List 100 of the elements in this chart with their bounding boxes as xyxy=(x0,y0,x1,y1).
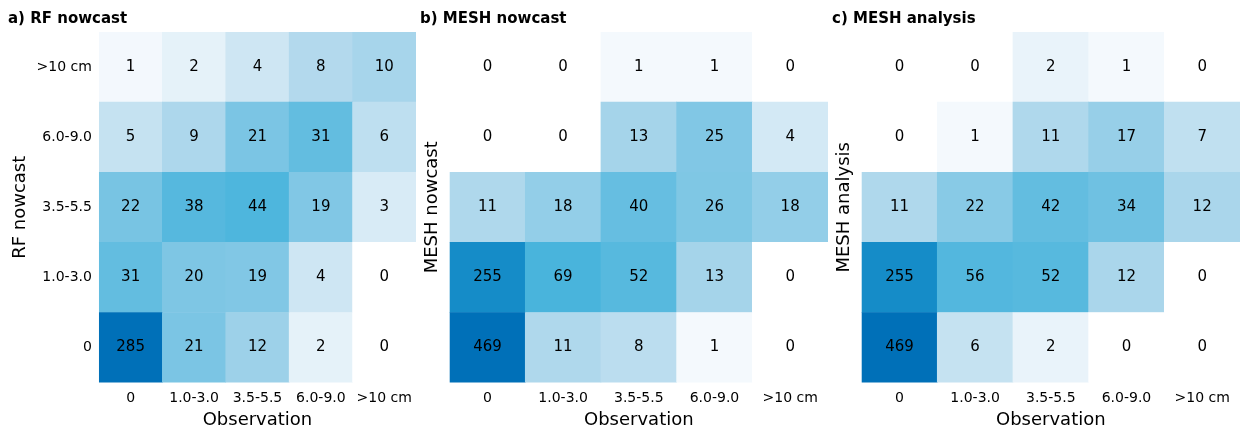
data-label: 38 xyxy=(184,197,204,216)
data-label: 11 xyxy=(889,197,909,216)
y-tick-label: 1.0-3.0 xyxy=(42,268,92,285)
data-label: 6 xyxy=(970,337,980,356)
data-label: 22 xyxy=(965,197,985,216)
data-label: 42 xyxy=(1041,197,1061,216)
data-label: 0 xyxy=(482,56,493,75)
data-label: 3 xyxy=(379,197,390,216)
x-axis-title: Observation xyxy=(996,407,1106,429)
y-tick-label: 3.5-5.5 xyxy=(42,197,92,214)
data-label: 56 xyxy=(965,267,985,286)
data-label: 0 xyxy=(1121,337,1132,356)
data-label: 0 xyxy=(970,56,980,75)
data-label: 1 xyxy=(709,337,720,356)
x-tick-label: 1.0-3.0 xyxy=(950,388,1000,405)
data-label: 2 xyxy=(1046,56,1056,75)
data-label: 1 xyxy=(1121,56,1132,75)
x-tick-label: >10 cm xyxy=(762,388,818,405)
data-label: 25 xyxy=(704,127,725,146)
data-label: 255 xyxy=(885,267,914,286)
data-label: 31 xyxy=(311,127,331,146)
data-label: 21 xyxy=(184,337,204,356)
chart-title: a) RF nowcast xyxy=(8,8,128,27)
data-label: 7 xyxy=(1197,127,1207,146)
data-label: 22 xyxy=(121,197,141,216)
data-label: 0 xyxy=(558,56,568,75)
data-label: 0 xyxy=(785,267,795,286)
data-label: 11 xyxy=(553,337,573,356)
data-label: 6 xyxy=(379,127,390,146)
chart-title: b) MESH nowcast xyxy=(420,8,567,27)
x-tick-label: 0 xyxy=(126,388,136,405)
x-tick-label: 0 xyxy=(482,388,492,405)
data-label: 5 xyxy=(125,127,136,146)
data-label: 11 xyxy=(477,197,497,216)
data-label: 12 xyxy=(247,337,268,356)
x-tick-label: >10 cm xyxy=(356,388,412,405)
data-label: 0 xyxy=(894,127,905,146)
x-axis-title: Observation xyxy=(584,407,694,429)
y-axis-title: MESH nowcast xyxy=(420,141,442,274)
data-label: 255 xyxy=(473,267,502,286)
data-label: 0 xyxy=(482,127,493,146)
data-label: 19 xyxy=(247,267,268,286)
data-label: 21 xyxy=(247,127,268,146)
data-label: 1 xyxy=(970,127,980,146)
data-label: 469 xyxy=(473,337,502,356)
data-label: 12 xyxy=(1116,267,1137,286)
data-label: 18 xyxy=(553,197,573,216)
data-label: 4 xyxy=(785,127,795,146)
data-label: 0 xyxy=(379,337,390,356)
data-label: 285 xyxy=(116,337,145,356)
data-label: 34 xyxy=(1116,197,1137,216)
data-label: 44 xyxy=(247,197,268,216)
data-label: 20 xyxy=(184,267,204,286)
data-label: 13 xyxy=(704,267,725,286)
x-tick-label: 1.0-3.0 xyxy=(538,388,588,405)
data-label: 52 xyxy=(629,267,649,286)
x-tick-label: 3.5-5.5 xyxy=(232,388,283,405)
x-tick-label: >10 cm xyxy=(1174,388,1230,405)
y-tick-label: 0 xyxy=(83,338,92,355)
x-axis-title: Observation xyxy=(202,407,313,429)
y-tick-label: >10 cm xyxy=(36,57,92,74)
y-axis-title: RF nowcast xyxy=(8,155,30,259)
data-label: 11 xyxy=(1041,127,1061,146)
data-label: 0 xyxy=(785,56,795,75)
data-label: 1 xyxy=(709,56,720,75)
data-label: 31 xyxy=(121,267,141,286)
data-label: 0 xyxy=(894,56,905,75)
data-label: 0 xyxy=(1197,56,1207,75)
data-label: 18 xyxy=(780,197,800,216)
data-label: 17 xyxy=(1116,127,1137,146)
x-tick-label: 1.0-3.0 xyxy=(169,388,219,405)
data-label: 8 xyxy=(316,56,326,75)
data-label: 0 xyxy=(1197,267,1207,286)
data-label: 52 xyxy=(1041,267,1061,286)
data-label: 19 xyxy=(311,197,331,216)
data-label: 10 xyxy=(374,56,394,75)
chart-title: c) MESH analysis xyxy=(832,8,976,27)
x-tick-label: 6.0-9.0 xyxy=(1101,388,1152,405)
data-label: 13 xyxy=(629,127,649,146)
data-label: 2 xyxy=(1046,337,1056,356)
data-label: 4 xyxy=(252,56,263,75)
x-tick-label: 3.5-5.5 xyxy=(1026,388,1076,405)
x-tick-label: 0 xyxy=(894,388,904,405)
data-label: 2 xyxy=(316,337,326,356)
data-label: 0 xyxy=(785,337,795,356)
data-label: 1 xyxy=(125,56,136,75)
data-label: 69 xyxy=(553,267,573,286)
data-label: 1 xyxy=(634,56,644,75)
data-label: 0 xyxy=(558,127,568,146)
data-label: 469 xyxy=(885,337,914,356)
y-tick-label: 6.0-9.0 xyxy=(42,127,92,144)
x-tick-label: 3.5-5.5 xyxy=(614,388,664,405)
x-tick-label: 6.0-9.0 xyxy=(689,388,740,405)
x-tick-label: 6.0-9.0 xyxy=(296,388,346,405)
y-axis-title: MESH analysis xyxy=(832,142,854,273)
data-label: 8 xyxy=(634,337,644,356)
data-label: 2 xyxy=(189,56,199,75)
data-label: 40 xyxy=(629,197,649,216)
data-label: 0 xyxy=(1197,337,1207,356)
data-label: 4 xyxy=(316,267,326,286)
